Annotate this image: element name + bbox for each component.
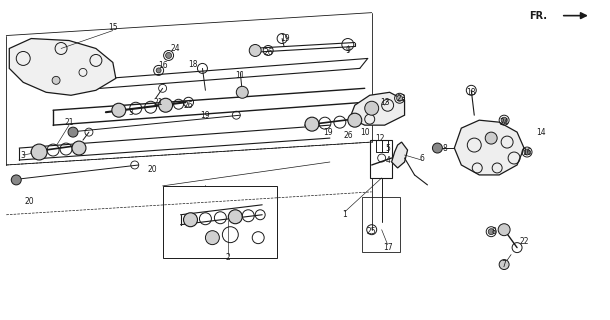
- Text: 9: 9: [345, 46, 350, 55]
- Circle shape: [498, 224, 510, 236]
- Circle shape: [206, 231, 220, 244]
- Text: 10: 10: [360, 128, 370, 137]
- Text: 26: 26: [343, 131, 353, 140]
- Circle shape: [432, 143, 442, 153]
- Text: 14: 14: [536, 128, 546, 137]
- Circle shape: [165, 52, 171, 59]
- Text: 20: 20: [24, 197, 34, 206]
- Circle shape: [112, 103, 126, 117]
- Text: 7: 7: [501, 260, 506, 269]
- Text: 19: 19: [201, 111, 210, 120]
- Circle shape: [156, 68, 161, 73]
- Circle shape: [499, 260, 509, 269]
- Text: 16: 16: [158, 61, 167, 70]
- Text: FR.: FR.: [529, 11, 547, 20]
- Circle shape: [305, 117, 319, 131]
- Circle shape: [524, 149, 530, 155]
- Text: 8: 8: [442, 144, 447, 153]
- Circle shape: [365, 101, 379, 115]
- Text: 20: 20: [148, 165, 157, 174]
- Circle shape: [236, 86, 248, 98]
- Text: 1: 1: [342, 210, 347, 219]
- Text: 11: 11: [235, 71, 245, 80]
- Text: 26: 26: [264, 48, 273, 57]
- Text: 22: 22: [519, 237, 529, 246]
- Text: 3: 3: [128, 108, 133, 117]
- Text: 26: 26: [184, 101, 193, 110]
- Circle shape: [396, 95, 403, 101]
- Circle shape: [68, 127, 78, 137]
- Text: 21: 21: [64, 118, 74, 127]
- Bar: [376, 140, 387, 152]
- Text: 3: 3: [21, 150, 26, 160]
- Text: 6: 6: [419, 154, 424, 163]
- Circle shape: [249, 44, 261, 56]
- Text: 19: 19: [280, 34, 290, 43]
- Circle shape: [184, 213, 198, 227]
- Bar: [163, 186, 277, 258]
- Text: 18: 18: [188, 60, 197, 69]
- Polygon shape: [9, 38, 116, 95]
- Polygon shape: [350, 92, 404, 125]
- Polygon shape: [454, 120, 524, 175]
- Text: 2: 2: [226, 253, 231, 262]
- Circle shape: [52, 76, 60, 84]
- Circle shape: [159, 98, 173, 112]
- Circle shape: [485, 132, 497, 144]
- Bar: [362, 197, 400, 252]
- Text: 15: 15: [108, 23, 118, 32]
- Bar: [370, 140, 392, 178]
- Circle shape: [501, 117, 507, 123]
- Text: 16: 16: [522, 148, 532, 156]
- Text: 25: 25: [367, 227, 376, 236]
- Text: 24: 24: [171, 44, 181, 53]
- Text: 12: 12: [375, 133, 384, 143]
- Text: 8: 8: [492, 227, 497, 236]
- Text: 5: 5: [385, 144, 390, 153]
- Circle shape: [72, 141, 86, 155]
- Text: 21: 21: [154, 98, 163, 107]
- Text: 13: 13: [380, 98, 389, 107]
- Circle shape: [488, 229, 494, 235]
- Circle shape: [348, 113, 362, 127]
- Text: 24: 24: [500, 118, 509, 127]
- Text: 19: 19: [323, 128, 332, 137]
- Text: 18: 18: [467, 88, 476, 97]
- Circle shape: [11, 175, 21, 185]
- Circle shape: [31, 144, 47, 160]
- Polygon shape: [392, 142, 407, 168]
- Text: 17: 17: [383, 243, 392, 252]
- Text: 23: 23: [396, 94, 406, 103]
- Text: 4: 4: [385, 156, 390, 164]
- Circle shape: [228, 210, 242, 224]
